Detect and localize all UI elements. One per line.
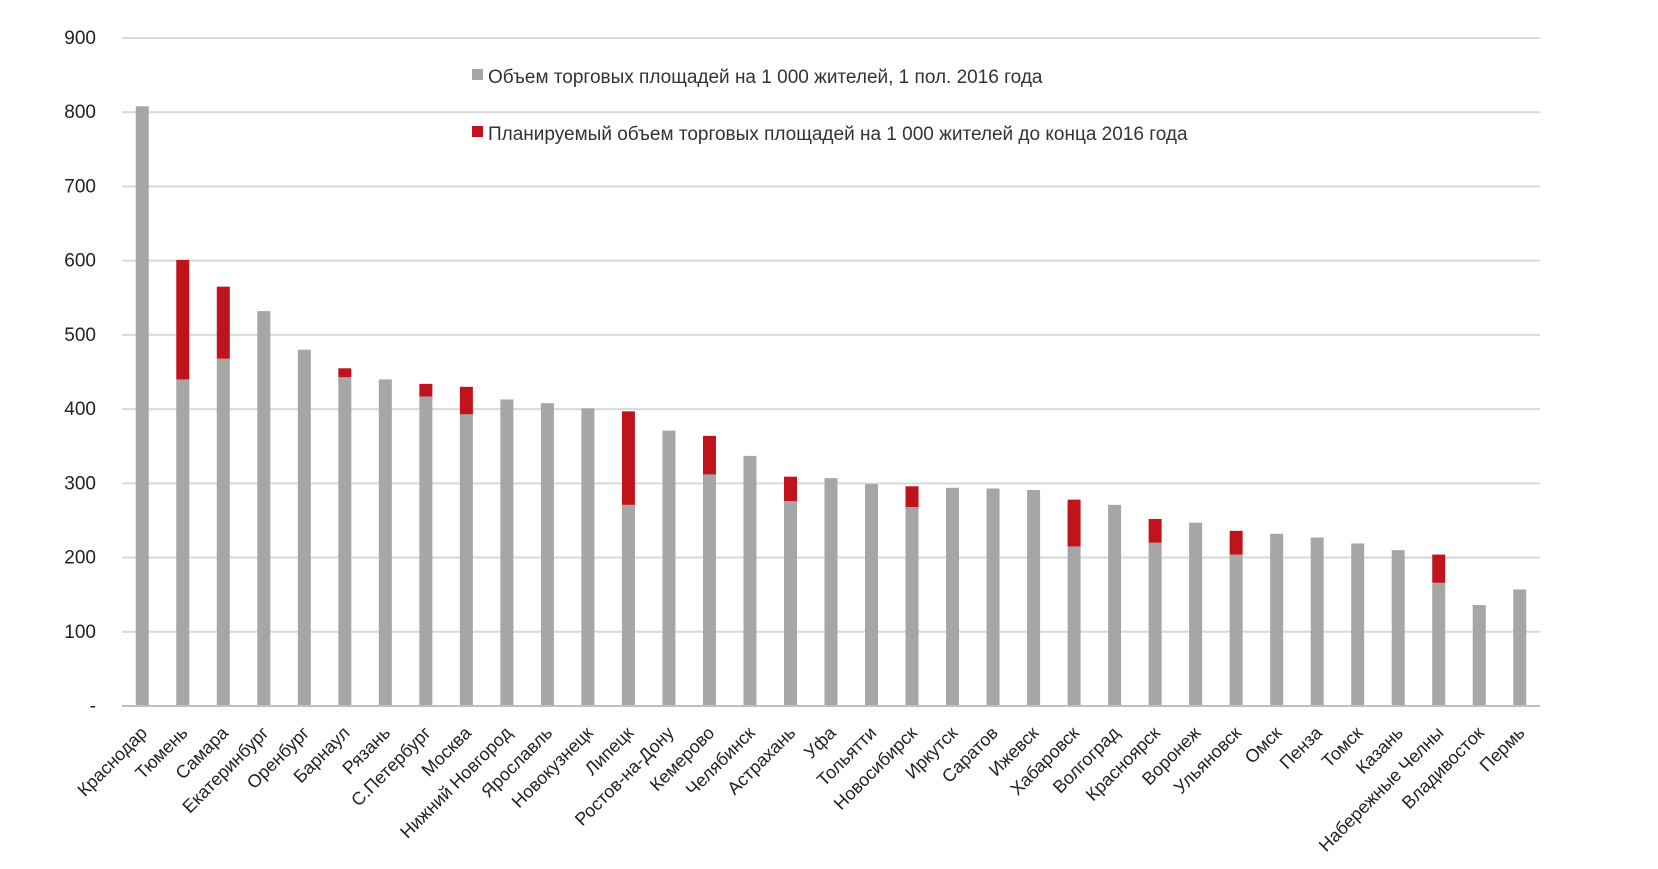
bar-current-25	[1148, 542, 1162, 706]
bar-current-8	[459, 414, 473, 706]
bar-current-33	[1472, 605, 1486, 706]
bar-planned-16	[783, 476, 797, 502]
y-tick-label: 200	[64, 548, 96, 569]
bar-planned-12	[621, 411, 635, 505]
bar-planned-7	[419, 383, 433, 397]
bar-planned-8	[459, 386, 473, 415]
bar-current-28	[1270, 533, 1284, 706]
x-category-label: Пенза	[1276, 722, 1327, 773]
bar-current-3	[257, 311, 271, 706]
bar-current-17	[824, 478, 838, 706]
bar-current-29	[1310, 537, 1324, 706]
bar-current-14	[702, 474, 716, 706]
bar-current-31	[1391, 550, 1405, 706]
bar-current-2	[216, 358, 230, 706]
bar-planned-2	[216, 286, 230, 359]
bar-planned-19	[905, 486, 919, 508]
bar-current-12	[621, 504, 635, 706]
bar-current-24	[1108, 504, 1122, 706]
bar-current-26	[1189, 522, 1203, 706]
bar-current-1	[176, 379, 190, 706]
bars	[135, 106, 1527, 707]
bar-current-23	[1067, 546, 1081, 706]
bar-current-32	[1432, 582, 1446, 706]
y-tick-label: -	[90, 696, 96, 717]
bar-current-22	[1027, 490, 1041, 706]
legend-swatch-planned	[472, 126, 483, 137]
bar-current-7	[419, 396, 433, 706]
bar-current-0	[135, 106, 149, 707]
bar-planned-5	[338, 368, 352, 378]
legend: Объем торговых площадей на 1 000 жителей…	[472, 67, 1188, 145]
bar-current-18	[865, 484, 879, 706]
legend-label-planned: Планируемый объем торговых площадей на 1…	[488, 124, 1188, 145]
y-tick-label: 500	[64, 325, 96, 346]
y-tick-label: 700	[64, 176, 96, 197]
y-tick-label: 800	[64, 102, 96, 123]
bar-current-19	[905, 507, 919, 706]
bar-planned-14	[702, 435, 716, 475]
bar-current-16	[783, 501, 797, 706]
bar-current-20	[946, 487, 960, 706]
bar-current-15	[743, 455, 757, 706]
bar-current-13	[662, 430, 676, 706]
bar-current-34	[1513, 589, 1527, 706]
bar-current-21	[986, 488, 1000, 706]
y-axis-ticks: - 100 200 300 400 500 600 700 800 900	[64, 28, 96, 717]
bar-current-27	[1229, 554, 1243, 706]
bar-current-4	[297, 349, 311, 706]
x-axis-labels: КраснодарТюменьСамараЕкатеринбургОренбур…	[74, 722, 1529, 855]
bar-current-5	[338, 377, 352, 706]
y-tick-label: 300	[64, 473, 96, 494]
x-category-label: Пермь	[1476, 723, 1529, 776]
bar-current-9	[500, 399, 514, 706]
legend-label-current: Объем торговых площадей на 1 000 жителей…	[488, 67, 1043, 88]
gridlines	[122, 37, 1540, 633]
bar-planned-23	[1067, 499, 1081, 547]
y-tick-label: 600	[64, 251, 96, 272]
bar-planned-32	[1432, 554, 1446, 583]
y-tick-label: 900	[64, 28, 96, 49]
bar-current-10	[540, 403, 554, 706]
y-tick-label: 400	[64, 399, 96, 420]
bar-current-11	[581, 408, 595, 706]
bar-planned-25	[1148, 518, 1162, 543]
y-tick-label: 100	[64, 622, 96, 643]
bar-planned-1	[176, 259, 190, 380]
bar-current-30	[1351, 543, 1365, 706]
bar-current-6	[378, 379, 392, 706]
bar-planned-27	[1229, 530, 1243, 555]
legend-swatch-current	[472, 69, 483, 80]
